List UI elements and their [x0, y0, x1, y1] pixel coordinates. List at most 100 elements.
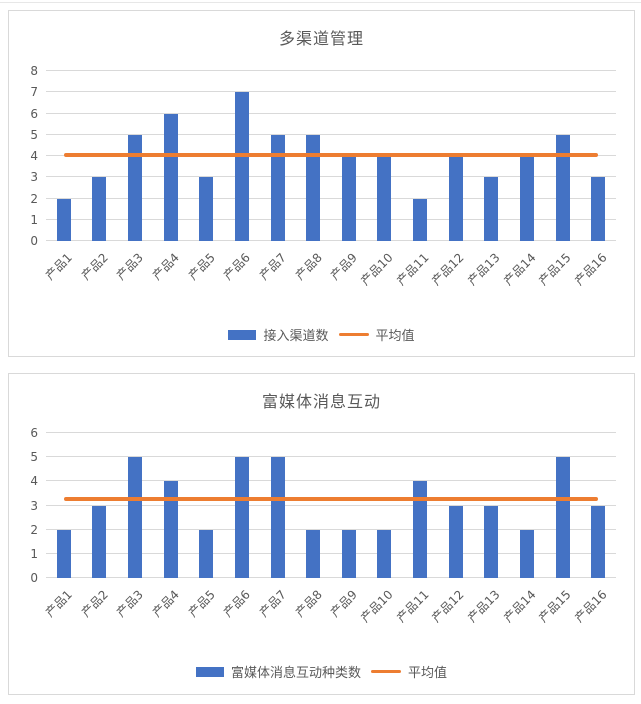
x-axis-label: 产品15	[536, 587, 574, 626]
legend-bar-swatch	[195, 666, 224, 677]
legend-line-swatch	[338, 333, 369, 336]
bar-slot	[117, 71, 153, 241]
bar	[555, 457, 570, 578]
bar	[234, 92, 249, 241]
bar	[448, 156, 463, 241]
gridline	[46, 240, 616, 241]
gridline	[46, 91, 616, 93]
legend-label: 接入渠道数	[263, 329, 329, 344]
bar-slot	[189, 433, 225, 578]
x-axis-label: 产品6	[220, 587, 254, 620]
gridline	[46, 70, 616, 71]
gridline	[46, 577, 616, 578]
bar	[306, 529, 321, 578]
bar-slot	[438, 71, 474, 241]
bar	[163, 113, 178, 241]
y-tick-label: 2	[30, 191, 38, 206]
bar-slot	[82, 71, 118, 241]
bar-slot	[46, 71, 82, 241]
gridline	[46, 176, 616, 178]
bar	[519, 156, 534, 241]
gridline	[46, 528, 616, 530]
x-axis-labels: 产品1 产品2 产品3 产品4 产品5 产品6 产品7 产品8 产品9 产品10 产品11 产品12 产…	[43, 578, 616, 644]
y-tick-label: 1	[30, 212, 38, 227]
bar	[128, 134, 143, 241]
bar-slot	[545, 71, 581, 241]
gridline	[46, 112, 616, 114]
gridline	[46, 197, 616, 199]
chart-panel-richmedia[interactable]: 富媒体消息互动 0 1 2 3 4 5 6 产品1 产品2 产品3 产品4 产品5 产品6 产品7 产品8…	[8, 373, 635, 695]
gridline	[46, 456, 616, 458]
y-tick-label: 3	[30, 498, 38, 513]
x-axis-label: 产品14	[500, 250, 539, 289]
x-axis-label: 产品11	[393, 587, 432, 626]
x-axis-labels: 产品1 产品2 产品3 产品4 产品5 产品6 产品7 产品8 产品9 产品10 产品11 产品12 产…	[43, 241, 616, 307]
x-axis-label: 产品1	[42, 250, 76, 283]
bar	[591, 505, 606, 578]
x-axis-label: 产品16	[571, 587, 610, 626]
y-tick-label: 5	[30, 127, 38, 142]
x-axis-label: 产品12	[429, 587, 468, 626]
bars-row	[46, 71, 616, 241]
bar	[128, 457, 143, 578]
bar-slot	[509, 433, 545, 578]
x-axis-label: 产品4	[149, 587, 183, 620]
bar	[163, 481, 178, 578]
bar-slot	[509, 71, 545, 241]
bar	[199, 177, 214, 241]
average-line	[63, 152, 599, 157]
y-tick-label: 0	[30, 571, 38, 585]
legend-item: 接入渠道数	[228, 325, 329, 344]
legend-line-swatch	[371, 670, 401, 673]
bars-row	[46, 433, 616, 578]
bar-slot	[580, 71, 616, 241]
y-tick-label: 5	[30, 450, 38, 465]
gridline	[46, 480, 616, 482]
legend-label: 平均值	[408, 666, 448, 681]
bar-slot	[367, 433, 403, 578]
y-tick-label: 8	[30, 64, 38, 78]
y-tick-label: 7	[30, 85, 38, 100]
legend-label: 平均值	[375, 329, 415, 344]
plot-area: 0 1 2 3 4 5 6	[30, 426, 616, 585]
bar-slot	[82, 433, 118, 578]
chart-title: 富媒体消息互动	[261, 392, 381, 411]
x-axis-label: 产品7	[256, 587, 289, 620]
x-axis-label: 产品8	[292, 250, 325, 283]
legend-item: 平均值	[371, 662, 447, 681]
gridline	[46, 133, 616, 135]
y-tick-label: 2	[30, 522, 38, 537]
bar	[341, 156, 356, 241]
gridline	[46, 552, 616, 554]
x-axis-label: 产品9	[327, 250, 361, 283]
bar	[56, 198, 71, 241]
bar-slot	[295, 71, 331, 241]
x-axis-label: 产品5	[185, 587, 218, 620]
bar	[56, 529, 71, 578]
bar-slot	[117, 433, 153, 578]
bar-slot	[331, 71, 367, 241]
x-axis-label: 产品16	[571, 250, 610, 289]
bar	[484, 177, 499, 241]
bar	[377, 529, 392, 578]
legend-bar-swatch	[228, 329, 257, 340]
x-axis-label: 产品3	[114, 250, 147, 283]
bar-slot	[474, 433, 510, 578]
chart-panel-multichannel[interactable]: 多渠道管理 0 1 2 3 4 5 6 7 8 产品1 产品2 产品3 产品4 产品5 产品6 产品7 产品8…	[8, 10, 635, 357]
bar	[341, 529, 356, 578]
bar	[234, 457, 249, 578]
bar-slot	[153, 433, 189, 578]
x-axis-label: 产品14	[500, 587, 539, 626]
bar-slot	[260, 433, 296, 578]
legend: 富媒体消息互动种类数 平均值	[9, 662, 634, 681]
gridline	[46, 432, 616, 433]
bar-slot	[46, 433, 82, 578]
plot-area: 0 1 2 3 4 5 6 7 8	[30, 64, 616, 248]
x-axis-label: 产品2	[78, 250, 111, 283]
legend: 接入渠道数 平均值	[9, 325, 634, 344]
legend-item: 富媒体消息互动种类数	[195, 662, 361, 681]
x-axis-label: 产品4	[149, 250, 183, 283]
x-axis-label: 产品7	[256, 250, 289, 283]
bar-slot	[295, 433, 331, 578]
